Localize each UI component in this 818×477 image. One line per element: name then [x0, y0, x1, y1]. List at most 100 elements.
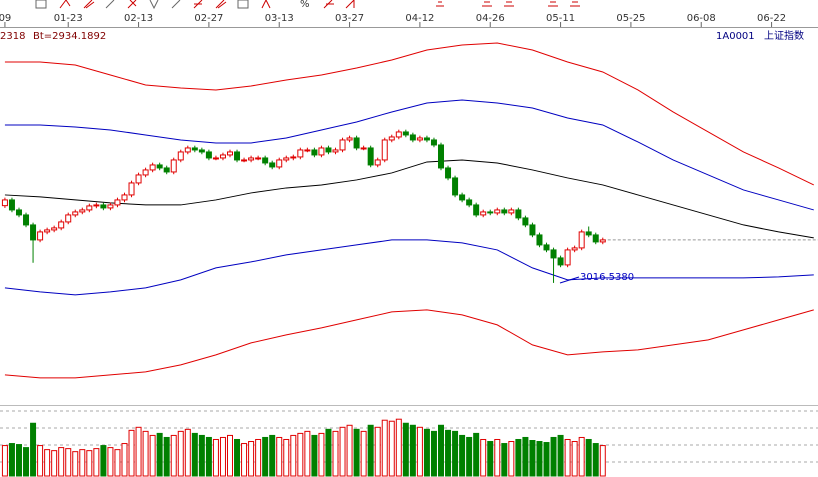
candle-body	[184, 147, 191, 153]
candle-body	[578, 231, 585, 249]
volume-bar	[212, 438, 219, 477]
tool-icon[interactable]	[237, 0, 249, 9]
volume-bar	[473, 432, 480, 477]
tool-icon[interactable]	[59, 0, 71, 9]
candle-body	[283, 157, 290, 161]
info-text: Bt=2934.1892	[33, 31, 106, 42]
toolbar: %	[35, 0, 580, 10]
tool-icon[interactable]	[149, 0, 159, 10]
tool-icon[interactable]	[83, 0, 95, 9]
volume-bar	[135, 426, 142, 477]
candle-body	[72, 211, 79, 216]
candle-body	[297, 149, 304, 158]
candle-body	[170, 159, 177, 173]
candle-body	[121, 194, 128, 201]
volume-bar	[234, 438, 241, 477]
candle-body	[592, 234, 599, 243]
volume-bar	[114, 449, 121, 477]
volume-bar	[367, 424, 374, 477]
index-name: 上证指数	[764, 29, 804, 42]
volume-bar	[269, 434, 276, 477]
volume-bar	[297, 432, 304, 477]
x-tick-label: 02-27	[194, 13, 223, 24]
volume-bar	[592, 443, 599, 477]
volume-bar	[325, 428, 332, 477]
x-tick-label: 09	[0, 13, 11, 24]
volume-bar	[283, 438, 290, 477]
candle-body	[466, 199, 473, 206]
candle-body	[58, 221, 65, 229]
volume-bar	[219, 436, 226, 477]
volume-bar	[536, 441, 543, 477]
candle-body	[416, 137, 423, 141]
tool-icon[interactable]	[548, 1, 558, 7]
candle-body	[571, 247, 578, 251]
volume-bar	[86, 450, 93, 477]
candle-body	[452, 177, 459, 196]
candle-body	[311, 149, 318, 156]
x-tick-label: 02-13	[124, 13, 153, 24]
volume-bar	[339, 426, 346, 477]
volume-bar	[550, 436, 557, 477]
volume-bar	[128, 429, 135, 477]
tool-icon[interactable]	[193, 0, 203, 9]
tool-icon[interactable]	[345, 0, 355, 9]
volume-bar	[58, 447, 65, 477]
candle-body	[508, 209, 515, 214]
candle-body	[241, 159, 248, 162]
candle-body	[353, 137, 360, 149]
volume-bar	[395, 418, 402, 477]
volume-bar	[445, 429, 452, 477]
x-tick-label: 03-27	[335, 13, 364, 24]
candle-body	[290, 156, 297, 159]
candle-body	[79, 209, 86, 213]
candle-body	[177, 151, 184, 161]
volume-bar	[430, 430, 437, 477]
candle-body	[226, 151, 233, 156]
volume-bar	[65, 448, 72, 477]
tool-icon[interactable]	[127, 0, 137, 9]
volume-bar	[44, 449, 51, 477]
candle-body	[107, 204, 114, 209]
volume-bar	[142, 430, 149, 477]
candle-body	[86, 205, 93, 211]
candle-body	[536, 234, 543, 246]
candle-body	[212, 157, 219, 160]
volume-bar	[121, 443, 128, 477]
candle-body	[219, 154, 226, 159]
x-tick-label: 06-22	[757, 13, 786, 24]
volume-bar	[107, 447, 114, 477]
volume-bar	[30, 422, 37, 477]
volume-bar	[226, 434, 233, 477]
candle-body	[269, 162, 276, 168]
volume-bar	[184, 428, 191, 477]
tool-icon[interactable]	[261, 0, 271, 9]
tool-icon[interactable]	[215, 0, 227, 9]
candle-body	[557, 257, 564, 266]
tool-icon[interactable]	[436, 1, 444, 7]
candle-body	[114, 199, 121, 206]
volume-bar	[487, 441, 494, 477]
volume-bar	[466, 436, 473, 477]
candle-body	[318, 147, 325, 156]
tool-icon[interactable]	[323, 0, 334, 9]
tool-icon[interactable]	[171, 0, 181, 9]
candle-body	[550, 249, 557, 259]
tool-label[interactable]: %	[300, 0, 310, 10]
tool-icon[interactable]	[504, 1, 514, 7]
tool-icon[interactable]	[570, 1, 580, 7]
tool-icon[interactable]	[482, 1, 492, 7]
volume-bar	[93, 448, 100, 477]
tool-icon[interactable]	[35, 0, 47, 9]
candle-body	[381, 139, 388, 161]
volume-bar	[353, 428, 360, 477]
volume-bar	[388, 420, 395, 477]
x-tick-label: 03-13	[265, 13, 294, 24]
candle-body	[100, 204, 107, 209]
tool-icon[interactable]	[105, 0, 115, 9]
candle-body	[599, 239, 606, 243]
candle-body	[543, 244, 550, 251]
left-code: 2318	[0, 31, 25, 42]
volume-bar	[51, 450, 58, 477]
